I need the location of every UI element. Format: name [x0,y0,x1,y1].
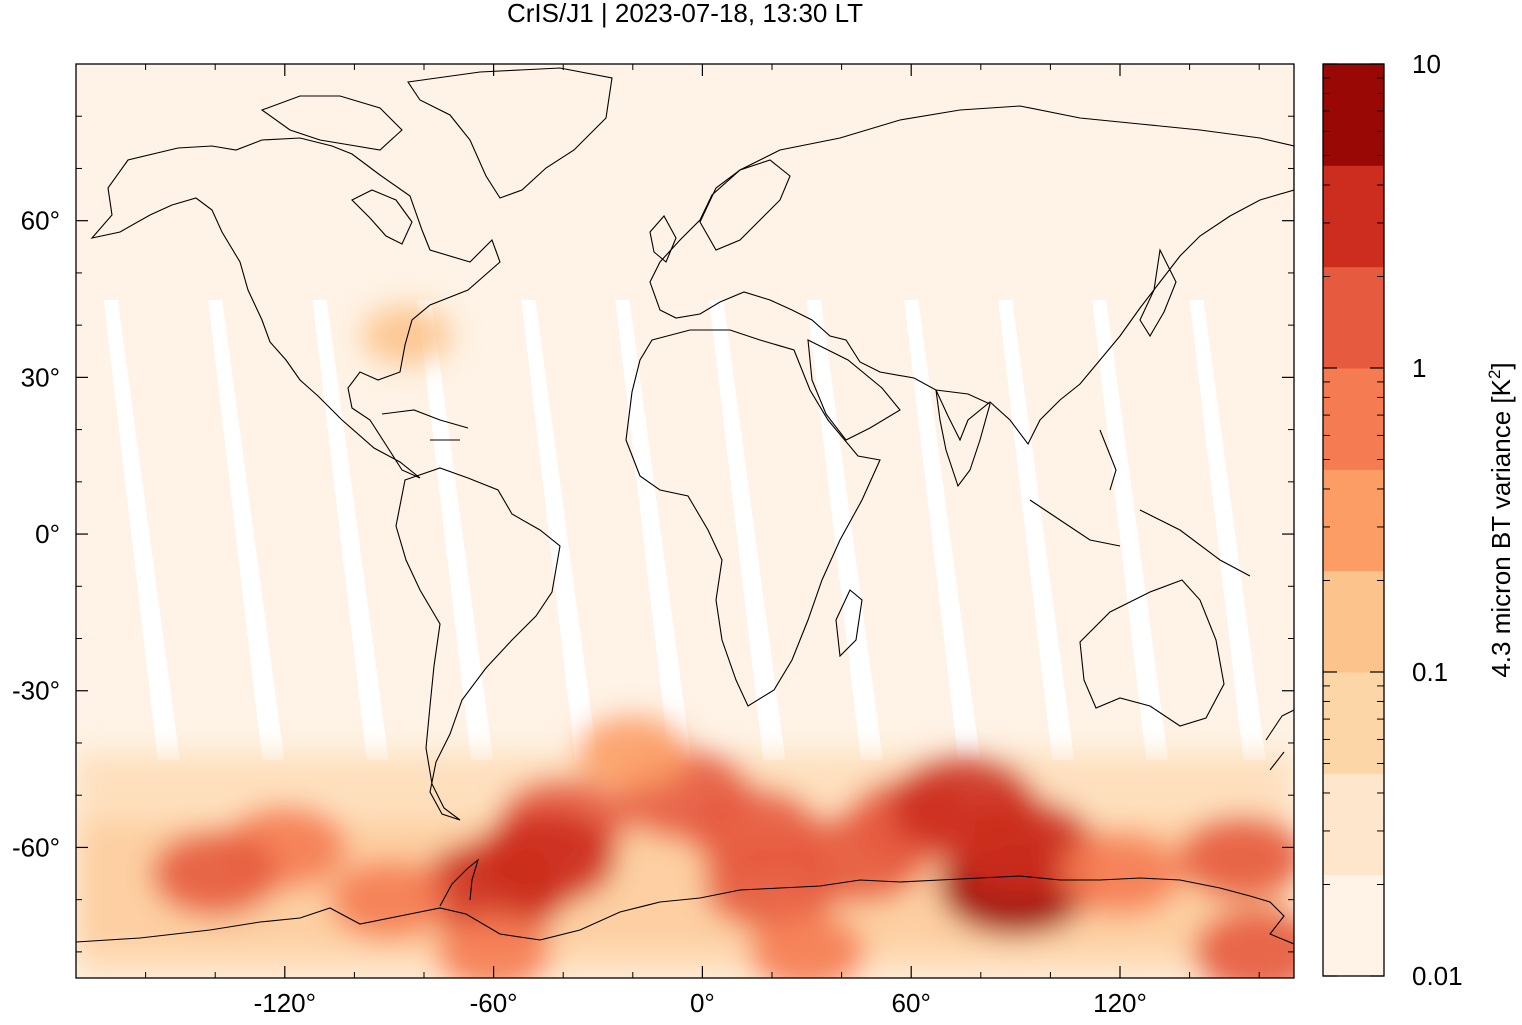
swath-gap-0 [103,300,180,760]
swath-gap-10 [1092,300,1169,760]
colorbar-label-main: 4.3 micron BT variance [K [1486,378,1516,677]
x-tick-label: 0° [690,988,715,1018]
intensity-region-14 [330,860,449,939]
y-tick-label: 0° [35,519,60,549]
swath-gap-2 [312,300,389,760]
coastline-greenland [407,67,613,199]
coastline-south-america [395,467,561,821]
colorbar-frame [1322,63,1385,977]
colorbar-bin-7 [1323,165,1384,268]
intensity-region-19 [749,913,865,978]
coastline-hudson-bay [351,189,413,245]
plot-area [76,64,1294,978]
coastline-sea-islands [1029,429,1251,577]
coastline-japan [1139,248,1177,338]
swath-gap-11 [1189,300,1266,760]
colorbar: 10 1 0.1 0.01 [1323,49,1463,991]
intensity-region-18 [436,913,552,978]
intensity-region-12 [1178,815,1294,900]
plot-frame [75,63,1295,979]
swath-gap-4 [521,300,598,760]
coastline-africa [625,329,881,707]
swath-gap-6 [709,300,786,760]
swath-gap-1 [208,300,285,760]
intensity-region-13 [1193,908,1294,978]
colorbar-bin-8 [1323,64,1384,166]
coastline-scandinavia [699,159,791,251]
intensity-region-2 [475,811,616,905]
chart-title: CrIS/J1 | 2023-07-18, 13:30 LT [507,0,863,28]
colorbar-bin-2 [1323,672,1384,774]
coastlines [76,67,1294,945]
swath-gap-9 [998,300,1075,760]
coastline-madagascar [835,589,863,658]
coastline-new-zealand [1265,709,1294,771]
intensity-region-15 [1058,832,1182,915]
colorbar-tick-label: 1 [1412,353,1426,383]
colorbar-bin-6 [1323,266,1384,369]
intensity-region-16 [576,716,689,791]
x-tick-label: 120° [1093,988,1147,1018]
y-tick-label: -60° [12,832,60,862]
heat-blobs [76,305,1294,978]
x-axis: -120° -60° 0° 60° 120° [145,64,1260,1018]
colorbar-bin-5 [1323,368,1384,470]
coastline-arabia [807,339,901,441]
swath-gaps [103,300,1266,760]
colorbar-label: 4.3 micron BT variance [K2] [1485,362,1516,677]
swath-gap-7 [806,300,883,760]
colorbar-label-sup: 2 [1485,370,1504,379]
colorbar-bin-4 [1323,469,1384,572]
intensity-region-20 [889,756,1038,855]
y-axis: 60° 30° 0° -30° -60° [12,115,1294,953]
colorbar-tick-label: 0.01 [1412,961,1463,991]
colorbar-label-end: ] [1486,362,1516,369]
colorbar-tick-label: 10 [1412,49,1441,79]
y-tick-label: 30° [21,362,60,392]
coastline-antarctic-peninsula [439,858,480,907]
coastline-australia [1079,579,1225,727]
intensity-region-11 [151,831,279,917]
intensity-region-17 [361,305,452,366]
coastline-eurasia [649,105,1294,446]
coastline-india [935,389,991,488]
swath-gap-3 [417,300,494,760]
x-tick-label: -120° [254,988,316,1018]
y-tick-label: 60° [21,206,60,236]
swath-gap-5 [615,300,692,760]
y-tick-label: -30° [12,676,60,706]
coastline-north-america [90,137,501,479]
colorbar-bin-0 [1323,874,1384,977]
x-tick-label: -60° [470,988,518,1018]
coastline-antarctica [76,875,1294,945]
coastline-caribbean [381,409,469,441]
swath-gap-8 [904,300,981,760]
colorbar-bin-3 [1323,570,1384,673]
coastline-arctic-islands [260,95,403,151]
coastline-uk [649,215,677,263]
colorbar-bin-1 [1323,773,1384,876]
x-tick-label: 60° [892,988,931,1018]
colorbar-tick-label: 0.1 [1412,657,1448,687]
